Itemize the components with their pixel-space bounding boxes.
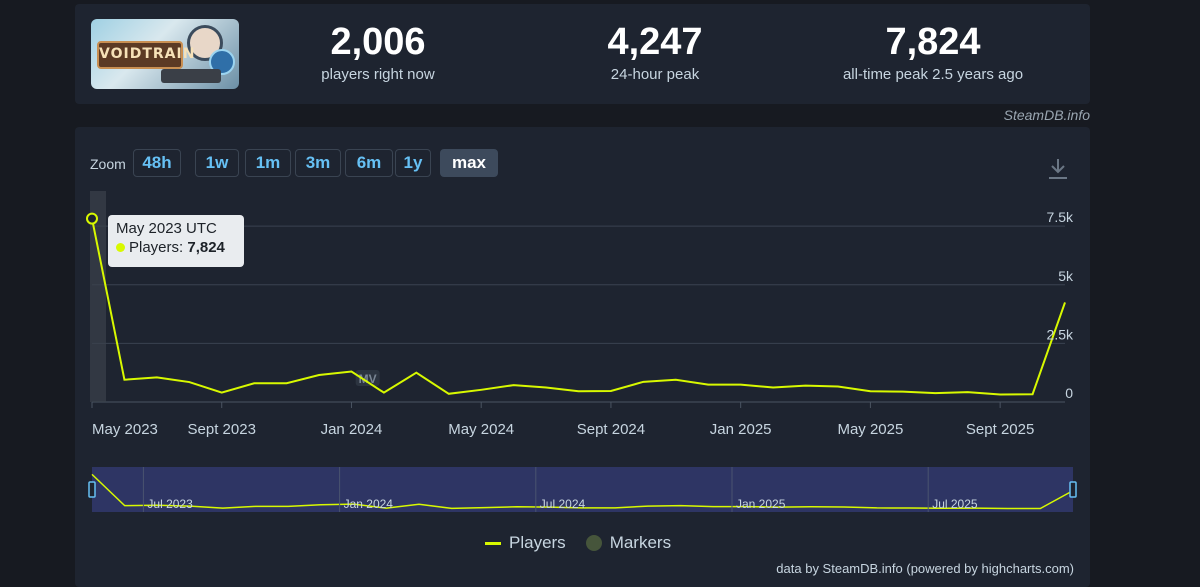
x-tick-label: May 2025 bbox=[837, 421, 903, 438]
logo-train bbox=[161, 69, 221, 83]
tooltip-value-row: Players: 7,824 bbox=[116, 239, 236, 256]
stats-panel: VOIDTRAIN 2,006 players right now 4,247 … bbox=[75, 4, 1090, 104]
zoom-button-1y[interactable]: 1y bbox=[395, 149, 431, 177]
zoom-button-max[interactable]: max bbox=[440, 149, 498, 177]
peak-24h-label: 24-hour peak bbox=[610, 66, 700, 83]
navigator-series bbox=[91, 473, 1074, 510]
navigator-label: Jan 2025 bbox=[736, 497, 786, 511]
x-tick-label: Sept 2024 bbox=[577, 421, 645, 438]
y-tick-label: 7.5k bbox=[1047, 209, 1074, 225]
point-layer bbox=[86, 212, 98, 225]
zoom-button-48h[interactable]: 48h bbox=[133, 149, 181, 177]
zoom-button-3m[interactable]: 3m bbox=[295, 149, 341, 177]
series-dot-icon bbox=[116, 243, 125, 252]
current-players-value: 2,006 bbox=[330, 21, 426, 63]
hover-band bbox=[90, 191, 106, 402]
player-chart: MV 0 2.5k 5k 7.5k May 2023 Sept 2023 Jan 2024… bbox=[86, 191, 1077, 512]
download-icon[interactable] bbox=[1047, 157, 1069, 181]
legend-markers-label: Markers bbox=[609, 533, 672, 552]
navigator-label: Jul 2024 bbox=[540, 497, 586, 511]
navigator-handle-left[interactable] bbox=[88, 481, 96, 498]
x-tick-label: May 2024 bbox=[448, 421, 514, 438]
logo-character bbox=[187, 25, 223, 61]
players-series-line[interactable] bbox=[91, 218, 1066, 396]
x-axis-labels: May 2023 Sept 2023 Jan 2024 May 2024 Sept 20… bbox=[91, 402, 1034, 438]
highlighted-point[interactable] bbox=[86, 212, 98, 225]
alltime-peak-value: 7,824 bbox=[885, 21, 981, 63]
steamdb-attribution[interactable]: SteamDB.info bbox=[1003, 107, 1090, 123]
y-tick-label: 0 bbox=[1065, 385, 1073, 401]
game-logo[interactable]: VOIDTRAIN bbox=[91, 19, 239, 89]
y-tick-label: 2.5k bbox=[1047, 326, 1074, 342]
chart-legend: Players Markers bbox=[485, 533, 671, 553]
chart-credits[interactable]: data by SteamDB.info (powered by highcha… bbox=[776, 561, 1074, 576]
x-tick-label: Sept 2023 bbox=[188, 421, 256, 438]
y-tick-label: 5k bbox=[1058, 268, 1074, 284]
marker-badge[interactable] bbox=[355, 370, 380, 386]
alltime-peak-label: all-time peak 2.5 years ago bbox=[842, 66, 1024, 83]
alltime-peak-stat: 7,824 all-time peak 2.5 years ago bbox=[833, 20, 1033, 83]
x-tick-label: Sept 2025 bbox=[966, 421, 1034, 438]
marker-label: MV bbox=[359, 372, 377, 386]
navigator: Jul 2023 Jan 2024 Jul 2024 Jan 2025 Jul 2025 bbox=[88, 467, 1077, 512]
peak-24h-stat: 4,247 24-hour peak bbox=[575, 20, 735, 83]
grid-lines bbox=[92, 225, 1065, 403]
zoom-label: Zoom bbox=[90, 156, 126, 172]
navigator-label: Jul 2025 bbox=[932, 497, 978, 511]
marker-layer: MV bbox=[355, 370, 380, 386]
zoom-button-1w[interactable]: 1w bbox=[195, 149, 239, 177]
legend-markers[interactable]: Markers bbox=[585, 533, 672, 553]
legend-players-label: Players bbox=[509, 533, 566, 552]
zoom-button-6m[interactable]: 6m bbox=[345, 149, 393, 177]
legend-players[interactable]: Players bbox=[485, 533, 566, 553]
players-line-icon bbox=[485, 541, 501, 545]
navigator-handle-right[interactable] bbox=[1069, 481, 1077, 498]
logo-title: VOIDTRAIN bbox=[97, 41, 194, 69]
navigator-label: Jul 2023 bbox=[147, 497, 193, 511]
markers-circle-icon bbox=[585, 535, 602, 551]
tooltip-title: May 2023 UTC bbox=[116, 220, 217, 237]
tooltip-series-label: Players: bbox=[129, 239, 188, 256]
current-players-stat: 2,006 players right now bbox=[313, 20, 443, 83]
chart-tooltip: May 2023 UTC Players: 7,824 bbox=[108, 215, 244, 267]
zoom-button-1m[interactable]: 1m bbox=[245, 149, 291, 177]
peak-24h-value: 4,247 bbox=[607, 21, 703, 63]
y-axis-labels: 0 2.5k 5k 7.5k bbox=[1047, 209, 1074, 401]
navigator-label: Jan 2024 bbox=[344, 497, 394, 511]
x-tick-label: May 2023 bbox=[92, 421, 158, 438]
tooltip-value: 7,824 bbox=[187, 239, 225, 256]
navigator-range[interactable] bbox=[92, 467, 1073, 512]
x-tick-label: Jan 2024 bbox=[321, 421, 383, 438]
current-players-label: players right now bbox=[321, 66, 435, 83]
x-tick-label: Jan 2025 bbox=[710, 421, 772, 438]
chart-panel: MV 0 2.5k 5k 7.5k May 2023 Sept 2023 Jan 2024… bbox=[75, 127, 1090, 587]
